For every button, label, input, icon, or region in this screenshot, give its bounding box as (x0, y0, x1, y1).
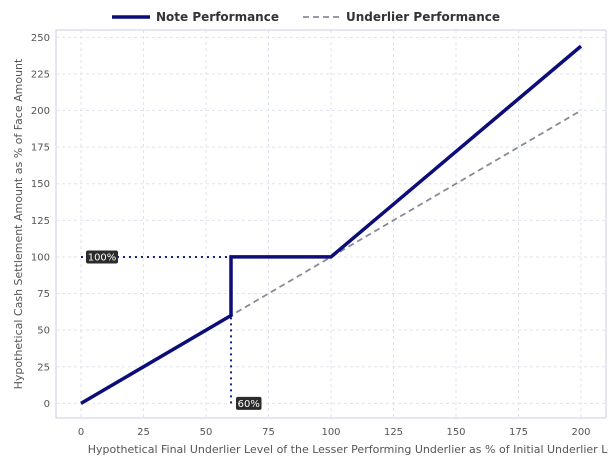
y-axis-ticks: 0 25 50 75 100 125 150 175 200 225 250 (31, 33, 50, 410)
series-lines (80, 44, 583, 405)
y-tick-label: 200 (31, 106, 50, 117)
y-tick-label: 0 (44, 399, 50, 410)
x-tick-label: 50 (200, 427, 213, 438)
x-tick-label: 175 (509, 427, 528, 438)
callouts: 100% 60% (86, 250, 262, 410)
series-line-underlier-performance (80, 109, 582, 405)
callout-label: 100% (88, 252, 117, 263)
x-tick-label: 0 (78, 427, 84, 438)
x-axis-ticks: 0 25 50 75 100 125 150 175 200 (78, 427, 591, 438)
x-tick-label: 125 (384, 427, 403, 438)
y-axis-label: Hypothetical Cash Settlement Amount as %… (12, 58, 25, 389)
x-tick-label: 150 (446, 427, 465, 438)
y-tick-label: 250 (31, 33, 50, 44)
x-tick-label: 75 (262, 427, 275, 438)
y-tick-label: 125 (31, 216, 50, 227)
y-tick-label: 175 (31, 143, 50, 154)
y-tick-label: 150 (31, 179, 50, 190)
callout-box (236, 396, 262, 410)
callout-box (86, 250, 118, 264)
gridlines (56, 30, 606, 418)
legend-label-note-performance: Note Performance (156, 10, 279, 24)
y-tick-label: 50 (37, 326, 50, 337)
legend-label-underlier-performance: Underlier Performance (346, 10, 500, 24)
x-tick-label: 200 (571, 427, 590, 438)
y-tick-label: 100 (31, 252, 50, 263)
callout-label: 60% (238, 399, 260, 410)
x-axis-label: Hypothetical Final Underlier Level of th… (88, 443, 608, 456)
legend: Note Performance Underlier Performance (112, 10, 500, 24)
x-tick-label: 100 (321, 427, 340, 438)
y-tick-label: 225 (31, 69, 50, 80)
y-tick-label: 25 (37, 362, 50, 373)
y-tick-label: 75 (37, 289, 50, 300)
x-tick-label: 25 (137, 427, 150, 438)
series-line-note-performance (80, 44, 583, 405)
